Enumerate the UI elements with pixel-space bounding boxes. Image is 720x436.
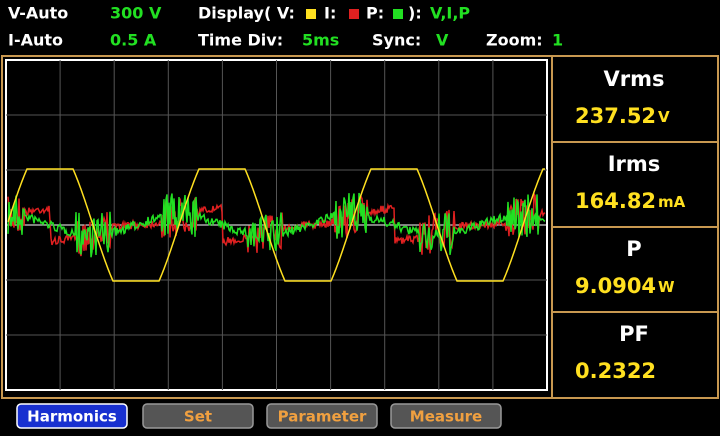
softkey[interactable] [266, 403, 378, 429]
v-swatch [306, 9, 316, 19]
softkeys: Harmonics Set Parameter Measure [16, 403, 502, 429]
reading-unit: W [658, 278, 675, 296]
reading-value: 9.0904 W [575, 274, 675, 298]
time-div: 5ms [302, 31, 339, 50]
reading-label: PF [619, 322, 649, 346]
softkey[interactable] [390, 403, 502, 429]
scope [6, 60, 547, 390]
v-range: 300 V [110, 4, 162, 23]
reading-unit: V [658, 108, 670, 126]
reading-unit: mA [658, 193, 686, 211]
softkey[interactable] [142, 403, 254, 429]
reading-value: 237.52 V [575, 104, 670, 128]
reading-number: 9.0904 [575, 274, 656, 298]
reading-number: 0.2322 [575, 359, 656, 383]
softkey-label[interactable]: Parameter [278, 408, 367, 426]
display-close: ): [408, 4, 422, 23]
voltage-trace [7, 168, 545, 282]
softkey[interactable] [16, 403, 128, 429]
softkey-label[interactable]: Set [184, 408, 212, 426]
reading-label: P [626, 237, 641, 261]
reading-label: Irms [608, 152, 661, 176]
zoom-label: Zoom: [486, 31, 543, 50]
reading-number: 237.52 [575, 104, 656, 128]
i-swatch [349, 9, 359, 19]
softkey-label[interactable]: Measure [410, 408, 482, 426]
reading-value: 164.82 mA [575, 189, 686, 213]
reading-value: 0.2322 [575, 359, 656, 383]
i-label: I: [324, 4, 336, 23]
sync: V [436, 31, 449, 50]
i-range: 0.5 A [110, 31, 157, 50]
p-swatch [393, 9, 403, 19]
i-mode: I-Auto [8, 31, 63, 50]
softkey-label[interactable]: Harmonics [27, 408, 117, 426]
reading-label: Vrms [604, 67, 665, 91]
power-trace [7, 192, 546, 258]
reading-number: 164.82 [575, 189, 656, 213]
readings-panel: Vrms 237.52 V Irms 164.82 mA P 9.0904 W PF 0.2322 [551, 57, 718, 397]
sync-label: Sync: [372, 31, 421, 50]
display-label: Display( V: [198, 4, 295, 23]
p-label: P: [366, 4, 384, 23]
v-mode: V-Auto [8, 4, 68, 23]
time-div-label: Time Div: [198, 31, 283, 50]
zoom: 1 [552, 31, 563, 50]
display-value: V,I,P [430, 4, 470, 23]
